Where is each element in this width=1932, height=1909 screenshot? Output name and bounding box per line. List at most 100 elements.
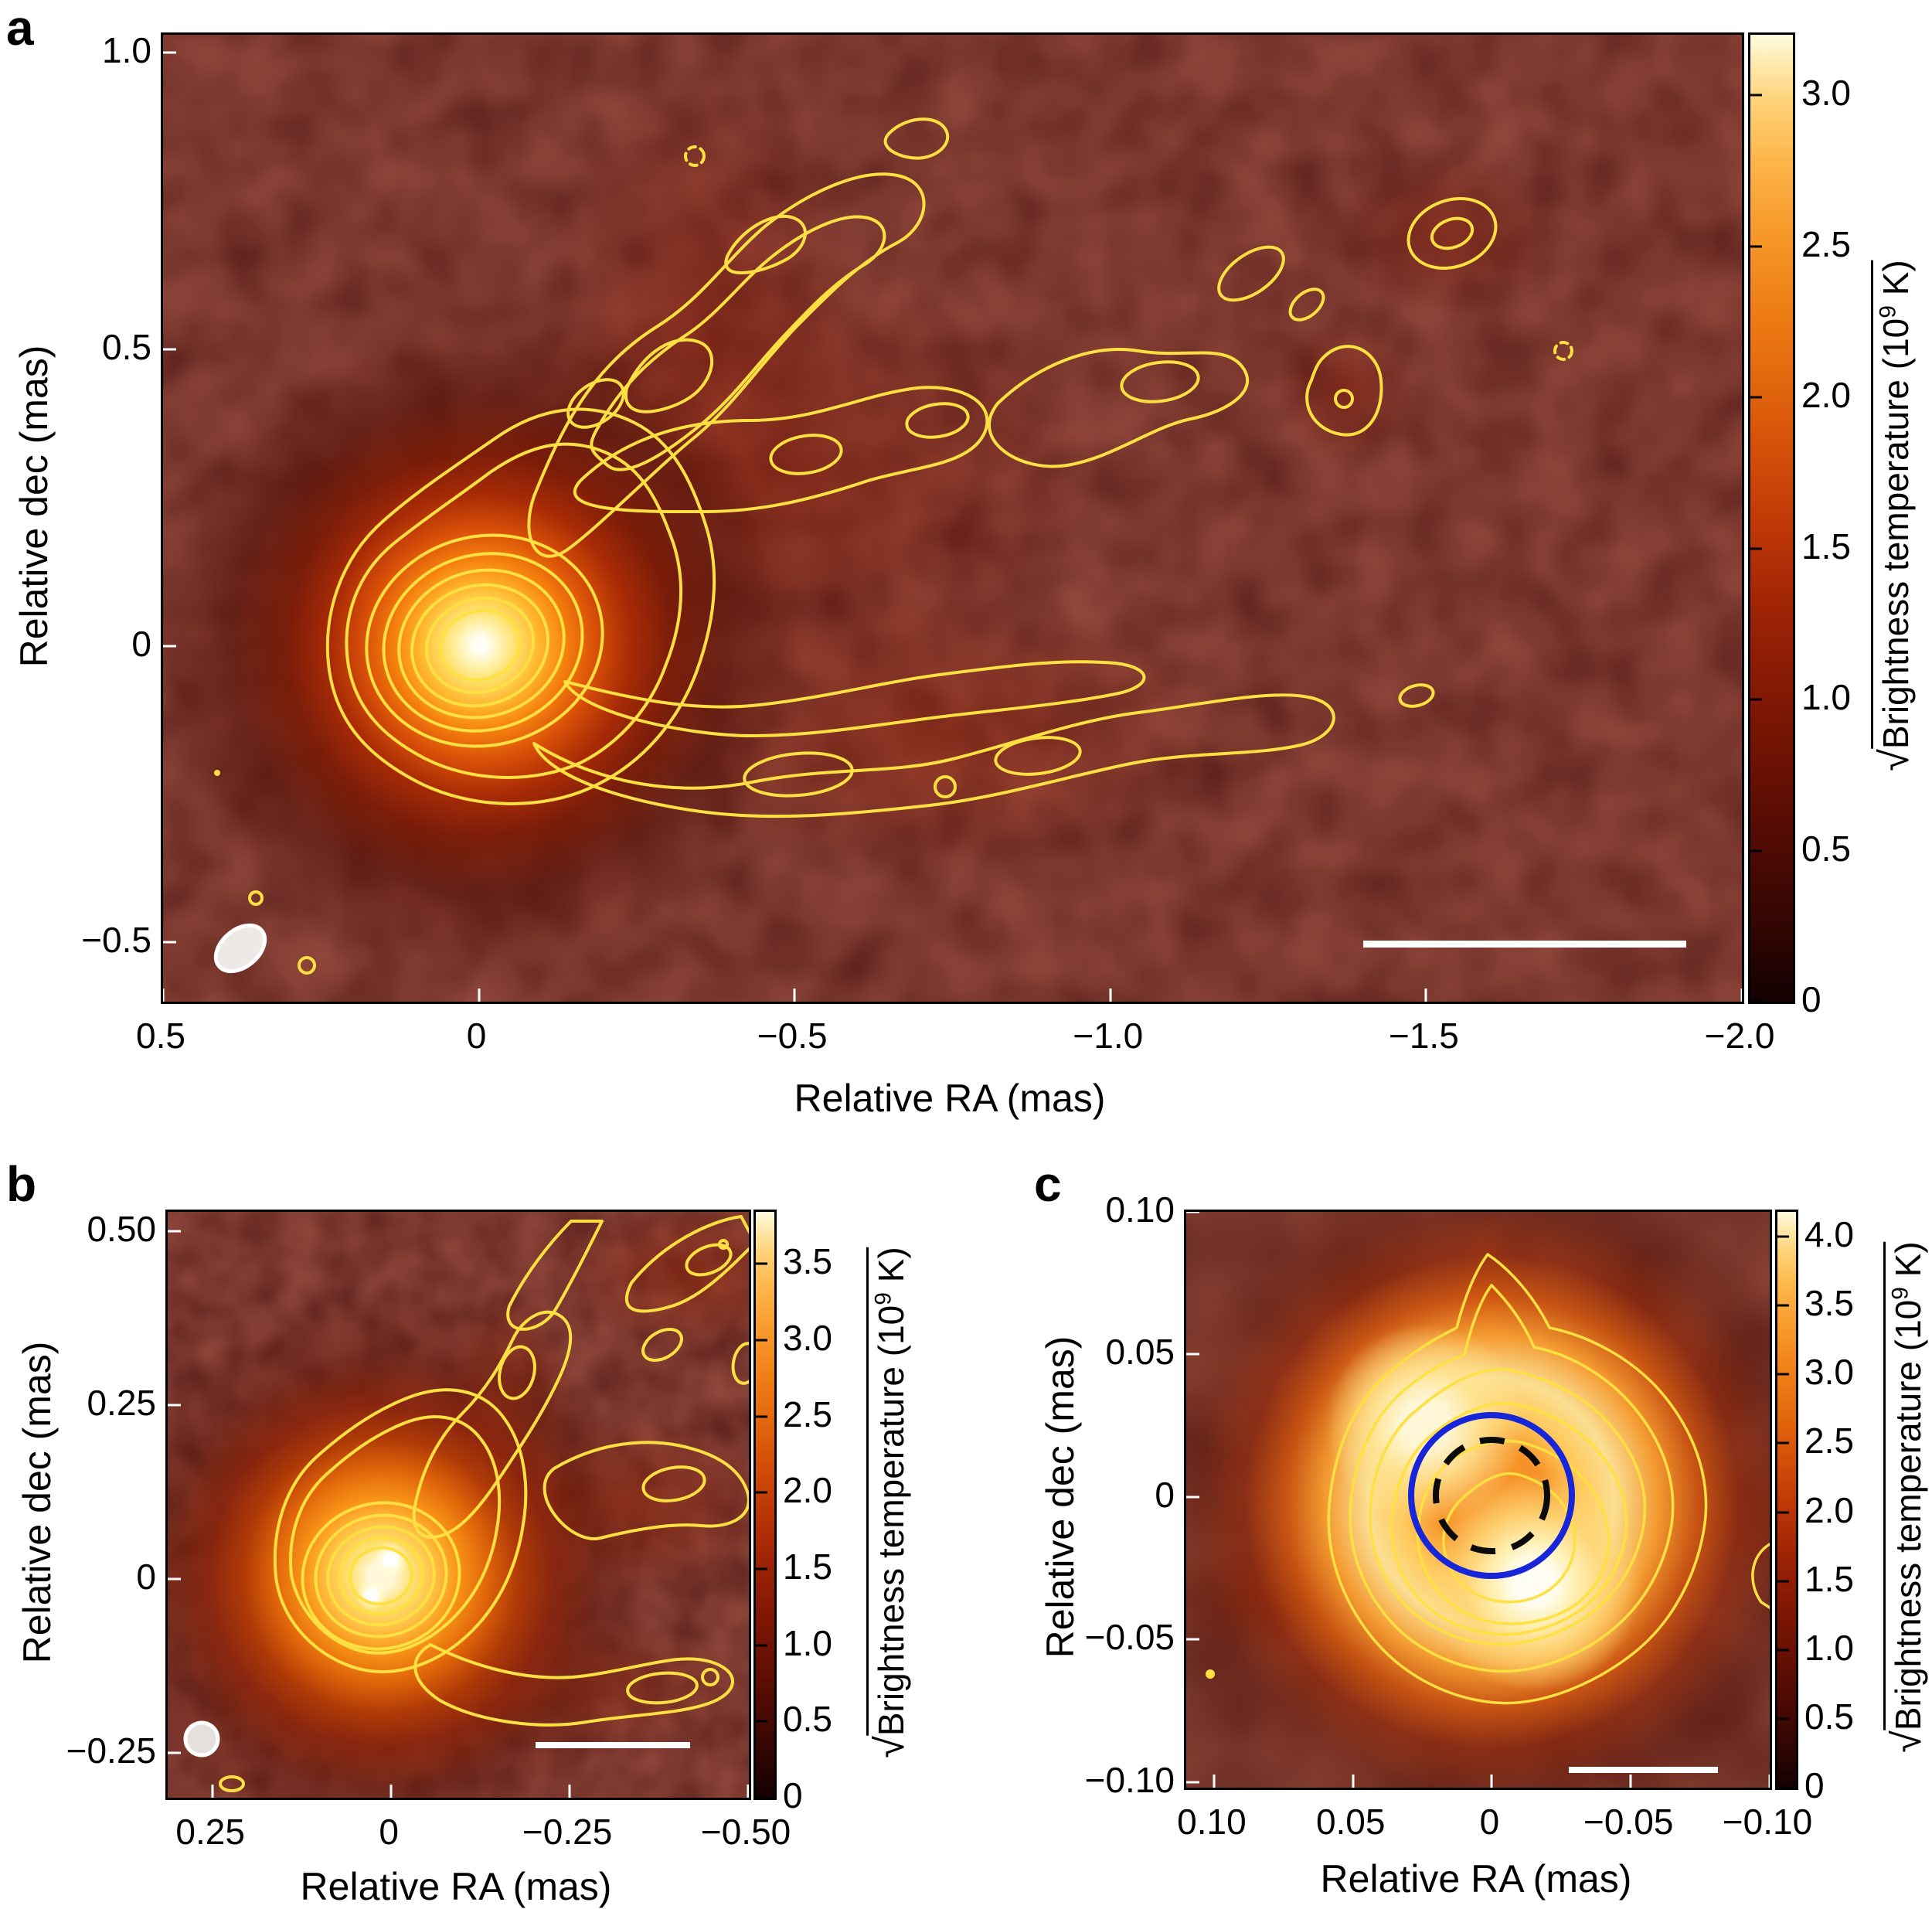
y-tick — [163, 941, 176, 944]
x-tick-label: −0.05 — [1583, 1802, 1674, 1842]
y-tick — [1186, 1353, 1199, 1356]
x-tick-labels: 0.10 0.05 0 −0.05 −0.10 — [1177, 1796, 1812, 1843]
heatmap-plot-a — [161, 32, 1744, 1004]
blue-circle — [1408, 1412, 1575, 1579]
y-axis-label: Relative dec (mas) — [12, 345, 56, 668]
colorbar-tick — [1750, 698, 1762, 701]
x-tick-label: 0.5 — [136, 1016, 185, 1056]
colorbar-tick — [1777, 1304, 1789, 1307]
colorbar-tick-label: 2.0 — [1804, 1489, 1854, 1530]
y-tick-label: 1.0 — [102, 30, 151, 71]
y-axis-label: Relative dec (mas) — [1039, 1336, 1082, 1659]
colorbar-tick-label: 1.0 — [1801, 677, 1851, 718]
x-tick-label: 0.10 — [1177, 1802, 1247, 1842]
y-tick-label: 0.10 — [1105, 1189, 1175, 1230]
colorbar-tick-label: 1.0 — [1804, 1627, 1854, 1668]
x-tick-label: −0.50 — [700, 1812, 791, 1852]
panel-letter-a: a — [6, 0, 34, 56]
x-tick — [478, 989, 481, 1002]
y-tick-label: −0.10 — [1084, 1759, 1175, 1800]
colorbar-tick-label: 1.5 — [1801, 526, 1851, 567]
y-tick-label: 0 — [136, 1557, 156, 1598]
y-tick-labels: 0.10 0.05 0 −0.05 −0.10 — [1084, 1189, 1175, 1800]
contour-overlay — [183, 1215, 749, 1792]
y-tick — [1186, 1638, 1199, 1641]
colorbar-tick — [1777, 1511, 1789, 1514]
y-tick-labels: 0.50 0.25 0 −0.25 — [66, 1209, 156, 1795]
x-axis-label: Relative RA (mas) — [794, 1077, 1106, 1120]
colorbar-tick-label: 3.0 — [1801, 73, 1851, 114]
contour-lines — [1206, 1253, 1770, 1705]
x-tick-label: −2.0 — [1704, 1016, 1775, 1056]
colorbar-title-tail: K) — [1876, 260, 1916, 306]
y-tick-label: 0.05 — [1105, 1332, 1175, 1373]
colorbar-tick — [1777, 1649, 1789, 1652]
colorbar-tick-label: 2.0 — [783, 1470, 832, 1511]
contour-overlay — [213, 117, 1686, 975]
y-tick — [1186, 1781, 1199, 1784]
x-tick — [1109, 989, 1112, 1002]
colorbar-tick — [1750, 396, 1762, 399]
colorbar-tick-label: 0 — [1804, 1765, 1825, 1805]
colorbar-tick — [1750, 547, 1762, 550]
panel-letter-b: b — [6, 1156, 37, 1212]
contour-lines — [219, 1215, 749, 1792]
y-tick-label: 0.50 — [87, 1209, 156, 1250]
colorbar-tick-label: 3.5 — [783, 1241, 832, 1282]
x-tick-label: −0.25 — [522, 1812, 613, 1852]
colorbar-tick — [1777, 1717, 1789, 1720]
colorbar-tick-label: 2.5 — [1801, 223, 1851, 264]
y-tick — [168, 1230, 181, 1233]
colorbar-title-text: Brightness temperature (10 — [1888, 1299, 1928, 1731]
dashed-circle — [1433, 1437, 1550, 1554]
y-tick — [168, 1751, 181, 1754]
x-tick-label: 0.25 — [175, 1812, 245, 1852]
y-tick — [163, 51, 176, 54]
colorbar-title: √Brightness temperature (109 K) — [1871, 260, 1918, 771]
sqrt-sign: √ — [1885, 1730, 1930, 1753]
x-tick — [1424, 989, 1427, 1002]
colorbar — [1775, 1210, 1798, 1790]
colorbar-tick-labels: 3.0 2.5 2.0 1.5 1.0 0.5 0 — [1801, 32, 1902, 1019]
colorbar-tick — [756, 1262, 767, 1265]
colorbar-tick-labels: 3.5 3.0 2.5 2.0 1.5 1.0 0.5 0 — [783, 1210, 876, 1815]
colorbar-tick — [1750, 94, 1762, 97]
sqrt-sign: √ — [1872, 749, 1917, 771]
scale-bar — [1363, 941, 1686, 948]
x-tick — [1213, 1775, 1216, 1788]
x-tick-label: 0 — [1479, 1802, 1500, 1842]
colorbar — [1748, 32, 1795, 1004]
contour-overlay — [1206, 1253, 1770, 1773]
colorbar-tick-label: 1.0 — [783, 1622, 832, 1663]
colorbar-title-sup: 9 — [870, 1292, 896, 1305]
y-tick-labels: 1.0 0.5 0 −0.5 — [62, 30, 151, 999]
colorbar-tick — [756, 1567, 767, 1570]
colorbar-tick — [756, 1644, 767, 1647]
colorbar-title: √Brightness temperature (109 K) — [1883, 1241, 1930, 1753]
x-tick-label: −0.10 — [1722, 1802, 1813, 1842]
colorbar-tick-labels: 4.0 3.5 3.0 2.5 2.0 1.5 1.0 0.5 0 — [1804, 1210, 1897, 1805]
beam-ellipse — [183, 1720, 220, 1758]
y-tick-label: 0 — [131, 623, 151, 664]
colorbar-gradient — [1750, 35, 1793, 1002]
x-tick-label: 0 — [466, 1016, 487, 1056]
beam-ellipse — [213, 923, 267, 974]
colorbar-tick-label: 0.5 — [783, 1699, 832, 1740]
colorbar-tick — [756, 1415, 767, 1417]
y-tick-label: −0.5 — [81, 920, 151, 961]
y-tick — [163, 348, 176, 351]
colorbar-tick-label: 3.0 — [783, 1317, 832, 1358]
colorbar-tick — [1777, 1235, 1789, 1238]
colorbar-tick — [1777, 1786, 1789, 1789]
x-tick — [163, 989, 165, 1002]
colorbar-title-tail: K) — [1888, 1241, 1928, 1288]
colorbar-tick — [756, 1491, 767, 1494]
colorbar-tick-label: 0 — [1801, 979, 1821, 1019]
colorbar-tick-label: 2.5 — [783, 1393, 832, 1434]
y-tick-label: −0.05 — [1084, 1617, 1175, 1658]
x-tick-label: −1.5 — [1388, 1016, 1459, 1056]
x-tick — [1490, 1775, 1493, 1788]
heatmap-plot-c — [1184, 1210, 1772, 1790]
colorbar-tick — [756, 1339, 767, 1342]
